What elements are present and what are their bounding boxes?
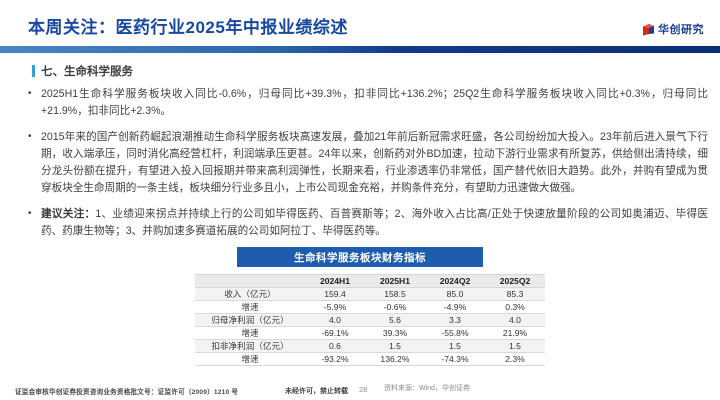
table-cell: 85.3 <box>485 287 545 301</box>
table-column-header: 2024H1 <box>305 274 365 288</box>
section-title: 七、生命科学服务 <box>41 66 133 78</box>
table-cell: 85.0 <box>425 287 485 301</box>
table-cell: -0.6% <box>365 300 425 314</box>
bullet-text: 2025H1生命科学服务板块收入同比-0.6%，归母同比+39.3%，扣非同比+… <box>41 88 708 117</box>
table-column-header <box>195 274 305 288</box>
table-body: 收入（亿元） 159.4 158.5 85.0 85.3 增速 -5.9% -0.6% -4.9… <box>195 287 545 366</box>
section-heading: 七、生命科学服务 <box>32 63 133 79</box>
table-cell: 0.6 <box>305 339 365 353</box>
table-cell: 39.3% <box>365 326 425 340</box>
table-cell: 0.3% <box>485 300 545 314</box>
table-cell: 1.5 <box>485 339 545 353</box>
table-cell: 3.3 <box>425 313 485 327</box>
table-row-label: 增速 <box>195 300 305 314</box>
table-row-label: 扣非净利润（亿元） <box>195 339 305 353</box>
bullet-text: 2015年来的国产创新药崛起浪潮推动生命科学服务板块高速发展，叠加21年前后新冠… <box>41 130 708 194</box>
bullet-item: • 2015年来的国产创新药崛起浪潮推动生命科学服务板块高速发展，叠加21年前后新… <box>28 129 708 197</box>
table-cell: 1.5 <box>365 339 425 353</box>
section-marker-bar <box>32 65 35 77</box>
bullet-marker: • <box>28 130 32 142</box>
footer-source-text: 资料来源：Wind，华创证券 <box>384 385 470 392</box>
table-column-header: 2025Q2 <box>485 274 545 288</box>
brand-logo: 华创研究 <box>642 21 704 37</box>
brand-logo-text: 华创研究 <box>658 24 704 36</box>
financial-table: 2024H1 2025H1 2024Q2 2025Q2 收入（亿元） 159.4 158.… <box>195 274 545 366</box>
table-cell: -5.9% <box>305 300 365 314</box>
table-row: 扣非净利润（亿元） 0.6 1.5 1.5 1.5 <box>195 339 545 353</box>
table-row: 收入（亿元） 159.4 158.5 85.0 85.3 <box>195 287 545 301</box>
table-row-label: 归母净利润（亿元） <box>195 313 305 327</box>
table-cell: 2.3% <box>485 352 545 366</box>
table-cell: 159.4 <box>305 287 365 301</box>
table-column-header: 2025H1 <box>365 274 425 288</box>
bullet-text: 建议关注：1、业绩迎来拐点并持续上行的公司如毕得医药、百普赛斯等；2、海外收入占… <box>41 207 708 237</box>
table-row: 归母净利润（亿元） 4.0 5.6 3.3 4.0 <box>195 313 545 327</box>
bullet-marker: • <box>28 207 32 219</box>
table-row: 增速 -69.1% 39.3% -55.8% 21.9% <box>195 326 545 340</box>
table-cell: 4.0 <box>305 313 365 327</box>
table-cell: -69.1% <box>305 326 365 340</box>
bullet-item: • 建议关注：1、业绩迎来拐点并持续上行的公司如毕得医药、百普赛斯等；2、海外收入… <box>28 206 708 240</box>
bullet-list: • 2025H1生命科学服务板块收入同比-0.6%，归母同比+39.3%，扣非同比… <box>28 86 708 249</box>
table-title: 生命科学服务板块财务指标 <box>237 247 483 267</box>
table-cell: 158.5 <box>365 287 425 301</box>
table-row-label: 收入（亿元） <box>195 287 305 301</box>
page-title: 本周关注：医药行业2025年中报业绩综述 <box>28 18 348 37</box>
table-cell: 21.9% <box>485 326 545 340</box>
table-cell: -55.8% <box>425 326 485 340</box>
table-cell: -93.2% <box>305 352 365 366</box>
table-header: 2024H1 2025H1 2024Q2 2025Q2 <box>195 274 545 288</box>
table-cell: -74.3% <box>425 352 485 366</box>
table-row: 增速 -5.9% -0.6% -4.9% 0.3% <box>195 300 545 314</box>
bullet-item: • 2025H1生命科学服务板块收入同比-0.6%，归母同比+39.3%，扣非同比… <box>28 86 708 120</box>
table-cell: 5.6 <box>365 313 425 327</box>
table-cell: 4.0 <box>485 313 545 327</box>
table-cell: -4.9% <box>425 300 485 314</box>
footer-no-reproduce-text: 未经许可，禁止转载 <box>285 388 348 395</box>
bullet-lead: 建议关注： <box>41 207 96 220</box>
bullet-marker: • <box>28 88 32 99</box>
table-header-row: 2024H1 2025H1 2024Q2 2025Q2 <box>195 274 545 288</box>
footer-page-number: 28 <box>359 385 368 394</box>
table-column-header: 2024Q2 <box>425 274 485 288</box>
huachuang-cube-icon <box>642 23 655 36</box>
table-cell: 1.5 <box>425 339 485 353</box>
table-row-label: 增速 <box>195 352 305 366</box>
table-row: 增速 -93.2% 136.2% -74.3% 2.3% <box>195 352 545 366</box>
footer-regulatory-text: 证监会审核华创证券投资咨询业务资格批文号：证监许可（2009）1210 号 <box>15 389 239 396</box>
header-divider-bar <box>0 46 720 53</box>
table-row-label: 增速 <box>195 326 305 340</box>
table-cell: 136.2% <box>365 352 425 366</box>
